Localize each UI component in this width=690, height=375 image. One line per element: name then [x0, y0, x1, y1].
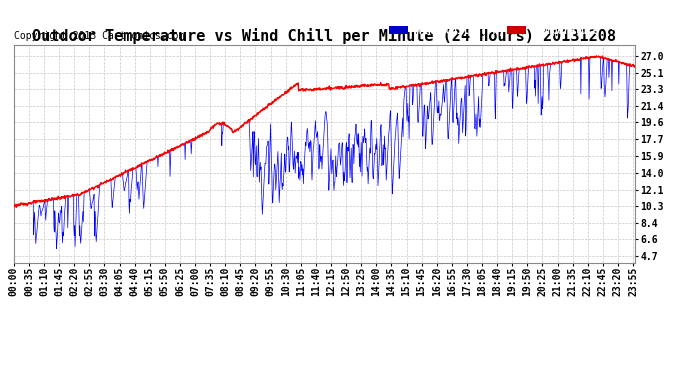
- Title: Outdoor Temperature vs Wind Chill per Minute (24 Hours) 20131208: Outdoor Temperature vs Wind Chill per Mi…: [32, 28, 616, 44]
- Legend: Wind Chill (°F), Temperature (°F): Wind Chill (°F), Temperature (°F): [386, 24, 630, 38]
- Text: Copyright 2013 Cartronics.com: Copyright 2013 Cartronics.com: [14, 31, 184, 40]
